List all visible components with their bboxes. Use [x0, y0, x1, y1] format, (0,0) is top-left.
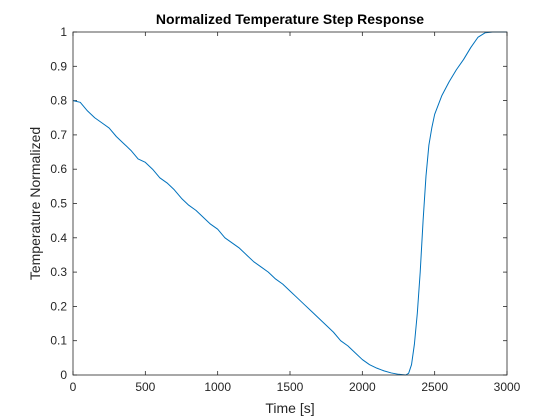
y-tick-label: 0	[60, 368, 67, 382]
y-tick-label: 0.1	[50, 334, 67, 348]
x-tick-label: 1500	[277, 380, 304, 394]
plot-area	[73, 32, 507, 375]
x-tick-label: 2000	[349, 380, 376, 394]
series-line	[72, 31, 507, 376]
axis-ticks: 0 500 1000 1500 2000 2500 3000 0 0.1 0.2 0.3 0.4 0.5…	[50, 25, 520, 394]
y-tick-label: 0.2	[50, 299, 67, 313]
x-tick-label: 1000	[204, 380, 231, 394]
x-axis-label: Time [s]	[265, 400, 314, 416]
chart-title: Normalized Temperature Step Response	[156, 11, 424, 27]
y-axis-label: Temperature Normalized	[27, 127, 43, 280]
y-tick-label: 0.3	[50, 265, 67, 279]
y-tick-label: 0.8	[50, 94, 67, 108]
x-tick-label: 0	[70, 380, 77, 394]
axes-box	[72, 31, 508, 376]
x-tick-label: 2500	[421, 380, 448, 394]
y-tick-label: 0.5	[50, 197, 67, 211]
x-tick-label: 500	[135, 380, 155, 394]
y-tick-label: 0.6	[50, 162, 67, 176]
x-tick-label: 3000	[494, 380, 521, 394]
y-tick-label: 0.7	[50, 128, 67, 142]
y-tick-label: 0.9	[50, 59, 67, 73]
series-group	[72, 31, 507, 376]
y-tick-label: 0.4	[50, 231, 67, 245]
y-tick-label: 1	[60, 25, 67, 39]
